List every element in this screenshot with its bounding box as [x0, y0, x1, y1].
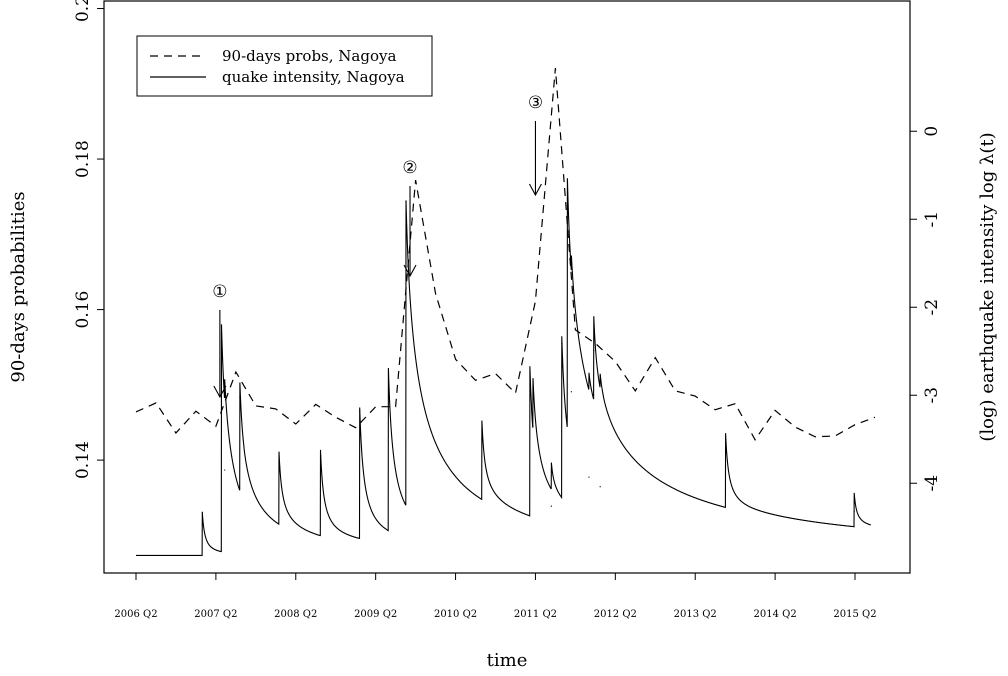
x-axis: 2006 Q2 2007 Q2 2008 Q2 2009 Q2 2010 Q2 2011 …: [114, 572, 877, 620]
legend-label-intensity: quake intensity, Nagoya: [222, 68, 405, 86]
intensity-event-point: [278, 463, 280, 465]
y-right-tick-label: -2: [922, 299, 942, 316]
y-right-tick-label: 0: [922, 126, 942, 137]
x-tick-label: 2008 Q2: [274, 609, 317, 620]
intensity-event-point: [529, 371, 531, 373]
x-axis-title: time: [487, 650, 528, 671]
x-tick-label: 2014 Q2: [754, 609, 797, 620]
intensity-event-point: [561, 342, 563, 344]
intensity-event-point: [359, 410, 361, 412]
x-tick-label: 2015 Q2: [833, 609, 876, 620]
intensity-event-point: [570, 391, 572, 393]
intensity-event-point: [319, 456, 322, 458]
probability-series-group: [135, 67, 876, 441]
x-tick-label: 2013 Q2: [674, 609, 717, 620]
intensity-event-point: [593, 349, 595, 351]
intensity-event-point: [405, 201, 407, 203]
intensity-series-group: [136, 178, 872, 556]
x-tick-label: 2010 Q2: [434, 609, 477, 620]
intensity-event-point: [387, 370, 390, 373]
y-right-tick-label: -4: [922, 475, 942, 492]
legend-box: [136, 35, 433, 97]
y-axis-right-title: (log) earthquake intensity log λ(t): [977, 132, 998, 441]
intensity-line: [136, 178, 872, 556]
y-right-tick-label: -3: [922, 387, 942, 404]
legend: 90-days probs, Nagoya quake intensity, N…: [136, 35, 433, 97]
y-axis-left: 0.14 0.16 0.18 0.2: [73, 0, 104, 479]
x-tick-label: 2007 Q2: [194, 609, 237, 620]
intensity-event-point: [853, 510, 855, 512]
y-axis-right: 0 -1 -2 -3 -4: [909, 126, 942, 492]
probability-line: [135, 67, 876, 441]
annotations-group: ① ② ③: [212, 93, 543, 399]
y-left-tick-label: 0.2: [73, 0, 93, 22]
y-axis-left-title: 90-days probabilities: [8, 191, 29, 382]
annotation-arrow-head: [528, 183, 542, 197]
intensity-event-point: [550, 505, 553, 507]
annotation-label: ②: [402, 158, 417, 178]
intensity-event-point: [481, 438, 483, 440]
x-tick-label: 2011 Q2: [514, 609, 557, 620]
intensity-event-point: [220, 324, 223, 326]
intensity-event-point: [201, 511, 203, 513]
x-tick-label: 2009 Q2: [354, 609, 397, 620]
y-left-tick-label: 0.16: [73, 291, 93, 329]
annotation-label: ①: [212, 282, 227, 302]
x-tick-label: 2012 Q2: [594, 609, 637, 620]
annotation-arrow-head: [403, 264, 417, 278]
intensity-event-point: [532, 425, 534, 427]
intensity-event-point: [599, 486, 601, 488]
intensity-event-point: [239, 396, 241, 398]
y-left-tick-label: 0.14: [73, 441, 93, 479]
legend-label-probs: 90-days probs, Nagoya: [222, 47, 396, 65]
intensity-event-point: [566, 181, 569, 183]
annotation-label: ③: [528, 93, 543, 113]
x-tick-label: 2006 Q2: [114, 609, 157, 620]
intensity-event-point: [588, 476, 590, 478]
annotation-arrow-head: [213, 385, 227, 399]
intensity-event-point: [724, 450, 727, 452]
intensity-event-point: [224, 469, 226, 471]
y-right-tick-label: -1: [922, 211, 942, 228]
y-left-tick-label: 0.18: [73, 140, 93, 178]
